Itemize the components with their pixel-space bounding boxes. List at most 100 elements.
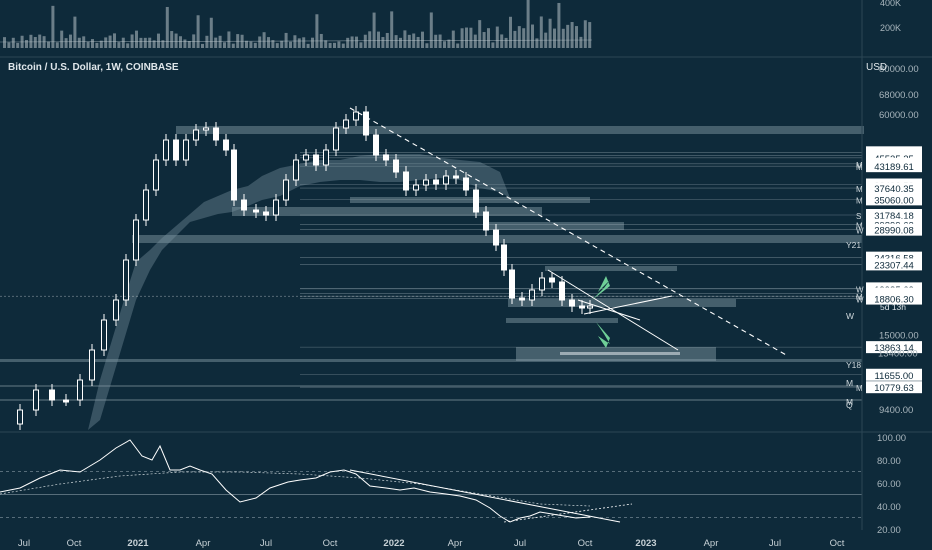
time-tick: Apr [448, 538, 463, 549]
volume-bar [473, 34, 477, 48]
level-badge-label: 10779.63 [874, 383, 914, 394]
volume-bar [126, 43, 130, 48]
candle-up [133, 219, 139, 261]
volume-bar [99, 40, 103, 48]
candle-up [123, 259, 129, 301]
wedge-upper-line [547, 269, 679, 351]
volume-bar [7, 42, 11, 48]
volume-bar [218, 35, 222, 48]
rsi-tick: 80.00 [877, 456, 901, 467]
time-tick: Jul [769, 538, 781, 549]
volume-bar [38, 34, 42, 48]
candlesticks [17, 106, 593, 430]
candle-up [587, 305, 593, 309]
volume-bar [209, 17, 213, 48]
volume-bar [227, 31, 231, 48]
volume-bar [60, 30, 64, 48]
volume-bar [33, 37, 37, 48]
side-tag: Y18 [846, 360, 861, 370]
volume-bar [47, 41, 50, 48]
volume-bar [350, 36, 354, 48]
side-tag: W [846, 311, 854, 321]
candle-down [223, 139, 229, 151]
candle-down [501, 244, 507, 271]
volume-bar [302, 37, 306, 48]
level-badge-label: 23307.44 [874, 260, 914, 271]
volume-bar [201, 43, 204, 48]
volume-bar [346, 37, 350, 48]
volume-bar [509, 16, 512, 48]
time-tick: Oct [323, 538, 338, 549]
volume-bar [143, 37, 147, 48]
level-badge-label: 35060.00 [874, 195, 914, 206]
volume-bar [51, 5, 55, 49]
wedge-cross-line [577, 299, 641, 321]
candle-down [473, 189, 479, 213]
level-badge-label: 28990.08 [874, 226, 914, 237]
candle-up [273, 199, 279, 216]
candle-down [173, 139, 179, 161]
price-zone [484, 222, 624, 230]
candle-up [343, 119, 349, 129]
time-tick: Jul [260, 538, 272, 549]
volume-bar [253, 42, 257, 48]
volume-bar [526, 0, 530, 48]
volume-bar [139, 37, 143, 48]
volume-bar [447, 39, 451, 48]
volume-bar [451, 30, 455, 48]
volume-bar [482, 32, 486, 48]
volume-bar [429, 12, 433, 48]
volume-bar [214, 37, 218, 48]
price-zone [506, 318, 618, 323]
level-tag: W [856, 296, 864, 305]
descending-trendline [349, 107, 789, 357]
volume-bar [478, 20, 482, 48]
volume-average-line [0, 39, 593, 43]
volume-bar [570, 22, 574, 48]
volume-bar [566, 24, 570, 48]
side-tag: M [846, 397, 853, 407]
candle-down [549, 277, 555, 283]
price-zone-inner [560, 352, 680, 355]
rsi-signal-line [0, 471, 591, 507]
side-tag: Q [846, 400, 853, 410]
time-tick: Jul [18, 538, 30, 549]
volume-bar [333, 42, 336, 48]
candle-down [373, 134, 379, 156]
candle-down [519, 297, 525, 301]
countdown-label: 5d 13h [880, 302, 906, 312]
rsi-pane: 100.00 80.00 60.00 40.00 20.00 [0, 433, 906, 536]
price-tick: 15000.00 [879, 331, 919, 342]
price-tick: 9400.00 [879, 405, 913, 416]
level-badge-label: 31784.18 [874, 211, 914, 222]
candle-down [559, 281, 565, 301]
level-tag: W [856, 227, 864, 236]
candle-down [383, 154, 389, 161]
level-badge [866, 258, 922, 271]
green-arrow-down [596, 322, 610, 348]
level-badge [866, 381, 922, 394]
time-tick: Oct [67, 538, 82, 549]
volume-bar [280, 40, 284, 48]
volume-bar [504, 37, 508, 48]
candle-up [203, 127, 209, 131]
support-resistance-zones [0, 126, 864, 401]
candle-down [63, 399, 69, 403]
volume-bar [293, 35, 297, 48]
price-zone [350, 197, 590, 203]
candle-up [413, 184, 419, 191]
candle-up [33, 389, 39, 411]
volume-bar [262, 32, 266, 48]
level-tag: W [856, 285, 864, 294]
candle-down [509, 269, 515, 299]
rsi-support-line [503, 503, 633, 523]
volume-bar [341, 43, 345, 48]
volume-bar [531, 24, 534, 48]
volume-bar [438, 34, 442, 48]
volume-bar [583, 20, 587, 48]
volume-bar [205, 35, 209, 48]
volume-bar [513, 30, 517, 48]
volume-bar [267, 37, 270, 48]
volume-bar [3, 37, 6, 48]
